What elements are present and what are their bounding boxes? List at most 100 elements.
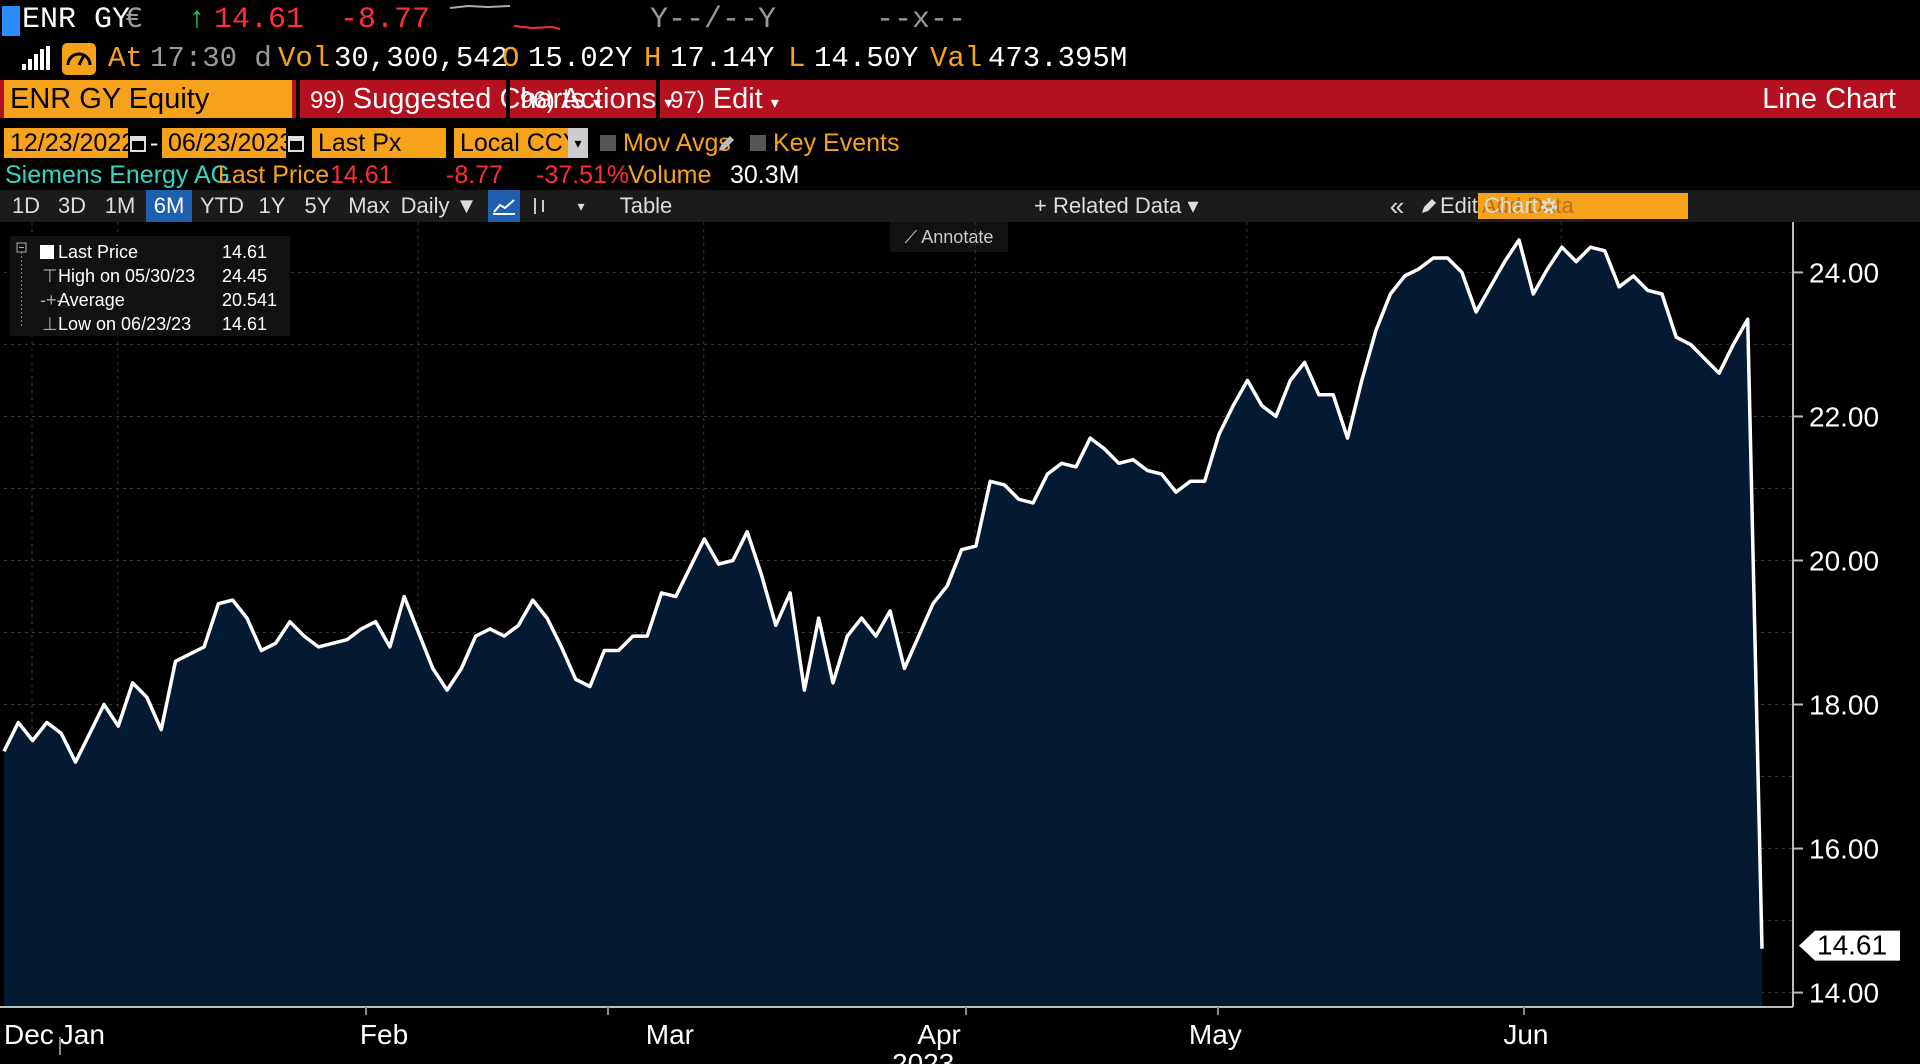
x-axis-year-label: 2023	[892, 1048, 954, 1064]
suggested-charts-menu[interactable]: 99) Suggested Charts ▾	[296, 80, 601, 118]
legend-high-label: High on 05/30/23	[58, 266, 196, 286]
suggested-num: 99)	[310, 87, 345, 114]
pencil-icon[interactable]	[1420, 197, 1438, 215]
suggested-label: Suggested Charts	[352, 83, 585, 115]
info-change-pct: -37.51%	[536, 161, 630, 189]
security-indicator	[2, 6, 20, 36]
low-marker-icon: ⊥	[42, 314, 58, 334]
period-ytd[interactable]: YTD	[200, 193, 244, 218]
legend-tree-icon	[16, 242, 27, 328]
key-events-checkbox[interactable]	[750, 135, 766, 151]
high-value: 17.14Y	[670, 42, 775, 75]
legend-last: Last Price 14.61	[10, 240, 290, 264]
date-separator: -	[150, 129, 159, 157]
period-1y[interactable]: 1Y	[258, 193, 286, 218]
chart-type-title: Line Chart	[1762, 83, 1896, 115]
stats-line: At 17:30 d Vol 30,300,542 O 15.02Y H 17.…	[0, 40, 1920, 78]
y-tick-label: 20.00	[1809, 545, 1879, 576]
security-info: Siemens Energy AG Last Price 14.61 -8.77…	[0, 160, 1920, 190]
legend-high: ⊤ High on 05/30/23 24.45	[10, 264, 290, 288]
legend-average: -+- Average 20.541	[10, 288, 290, 312]
x-tick-label: Jun	[1503, 1019, 1548, 1050]
start-date-field[interactable]: 12/23/2022	[4, 128, 135, 158]
table-button[interactable]: Table	[619, 193, 673, 218]
currency-selector[interactable]: Local CCY	[454, 128, 580, 158]
legend-low: ⊥ Low on 06/23/23 14.61	[10, 312, 290, 336]
calendar-icon[interactable]	[130, 134, 146, 152]
x-tick-label: Jan	[60, 1019, 105, 1050]
edit-chart-button[interactable]: Edit Chart	[1440, 193, 1538, 218]
x-tick-label: May	[1189, 1019, 1242, 1050]
end-date-field[interactable]: 06/23/2023	[162, 128, 293, 158]
x-tick-label: Apr	[917, 1019, 961, 1050]
chevron-down-icon[interactable]: ▾	[577, 198, 585, 214]
price-line	[2, 238, 1764, 949]
y-tick-label: 14.00	[1809, 978, 1879, 1009]
line-chart-icon[interactable]	[488, 190, 520, 222]
security-box[interactable]: ENR GY Equity	[4, 80, 292, 118]
quote-line: ENR GY € ↑ 14.61 -8.77 Y--/--Y --x--	[0, 0, 1920, 40]
chart-legend: Last Price 14.61 ⊤ High on 05/30/23 24.4…	[10, 236, 290, 336]
pencil-icon[interactable]	[716, 134, 736, 154]
key-events-label[interactable]: Key Events	[773, 129, 900, 157]
ticker[interactable]: ENR GY	[22, 3, 131, 37]
period-3d[interactable]: 3D	[57, 193, 87, 218]
open-value: 15.02Y	[528, 42, 633, 75]
low-value: 14.50Y	[814, 42, 919, 75]
legend-swatch	[40, 245, 54, 259]
add-data-input[interactable]: Add Data	[1478, 193, 1688, 219]
sparkline-red-icon	[513, 25, 561, 30]
vol-value: 30,300,542	[334, 42, 509, 75]
actions-num: 96)	[520, 87, 555, 114]
bar-chart-icon[interactable]	[524, 190, 554, 222]
period-1d[interactable]: 1D	[11, 193, 41, 218]
gauge-icon[interactable]	[62, 43, 96, 75]
high-label: H	[644, 42, 662, 75]
chevron-down-icon[interactable]: ▾	[568, 128, 588, 158]
actions-menu[interactable]: 96) Actions ▾	[506, 80, 672, 118]
period-5y[interactable]: 5Y	[304, 193, 332, 218]
related-data-button[interactable]: + Related Data ▾	[1034, 193, 1199, 218]
at-label: At	[108, 42, 143, 75]
last-value-label: 14.61	[1817, 930, 1887, 961]
val-value: 473.395M	[988, 42, 1128, 75]
edit-menu[interactable]: 97) Edit ▾	[656, 80, 782, 118]
chart-toolbar: 1D 3D 1M 6M YTD 1Y 5Y Max Daily ▼ ▾ Tabl…	[0, 190, 1920, 222]
mov-avgs-checkbox[interactable]	[600, 135, 616, 151]
y-tick-label: 24.00	[1809, 257, 1879, 288]
calendar-icon[interactable]	[288, 134, 304, 152]
open-label: O	[502, 42, 520, 75]
x-tick-label: Dec	[4, 1019, 54, 1050]
legend-avg-value: 20.541	[222, 290, 278, 310]
period-6m[interactable]: 6M	[146, 190, 192, 222]
y-tick-label: 16.00	[1809, 834, 1879, 865]
mov-avgs-label[interactable]: Mov Avgs	[623, 129, 731, 157]
currency-symbol: €	[125, 3, 144, 37]
collapse-icon[interactable]: «	[1389, 191, 1405, 221]
last-price-label: Last Price	[218, 161, 330, 189]
input-row: 12/23/2022 - 06/23/2023 Last Px Local CC…	[0, 124, 1920, 158]
pencil-icon: ⟋	[904, 227, 918, 247]
sparkline-icon	[449, 4, 511, 9]
last-price: 14.61	[214, 3, 305, 37]
frequency-dropdown[interactable]: Daily ▼	[400, 193, 478, 218]
cross-field: --x--	[876, 3, 967, 37]
price-chart[interactable]: 14.00 16.00 18.00 20.00 22.00 24.00 14.61 Dec Ja…	[0, 222, 1920, 1064]
gear-icon[interactable]	[1538, 195, 1560, 217]
period-1m[interactable]: 1M	[104, 193, 136, 218]
edit-num: 97)	[670, 87, 705, 114]
y-tick-label: 22.00	[1809, 401, 1879, 432]
info-last-price: 14.61	[330, 161, 393, 189]
info-change: -8.77	[446, 161, 503, 189]
security-name: Siemens Energy AG	[5, 161, 231, 189]
val-label: Val	[930, 42, 983, 75]
high-marker-icon: ⊤	[42, 266, 58, 286]
last-value-flag	[1799, 930, 1900, 961]
up-arrow-icon: ↑	[188, 3, 207, 37]
actions-label: Actions	[561, 83, 657, 115]
legend-low-value: 14.61	[222, 314, 268, 334]
x-tick-label: Feb	[360, 1019, 408, 1050]
info-volume: 30.3M	[730, 161, 800, 189]
field-selector[interactable]: Last Px	[312, 128, 446, 158]
period-max[interactable]: Max	[348, 193, 390, 218]
